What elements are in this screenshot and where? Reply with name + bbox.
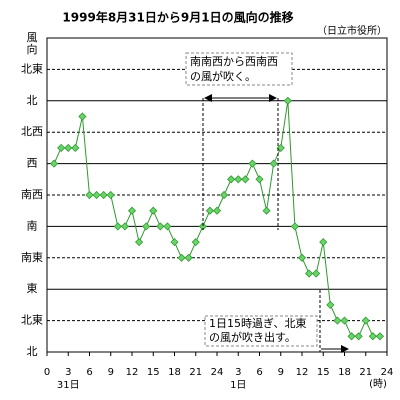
data-point (227, 175, 236, 184)
x-tick-label: 3 (65, 367, 71, 378)
annotation-text: の風が吹き出す。 (209, 330, 296, 344)
annotation-box (185, 52, 293, 86)
data-point (248, 159, 257, 168)
x-tick-label: 15 (147, 367, 160, 378)
x-tick-label: 3 (235, 367, 241, 378)
y-tick-label: 南東 (21, 251, 43, 264)
data-point (113, 222, 122, 231)
annotation-text: 南南西から西南西 (190, 55, 278, 68)
data-point (205, 206, 214, 215)
data-point (50, 159, 59, 168)
data-point (290, 222, 299, 231)
y-tick-label: 北東 (21, 314, 43, 327)
annotation-text: の風が吹く。 (190, 69, 256, 83)
x-tick-label: 12 (296, 367, 309, 378)
data-point (78, 112, 87, 121)
data-point (347, 332, 356, 341)
data-point (297, 253, 307, 262)
x-tick-label: 24 (211, 367, 224, 378)
annotation-text: 1日15時過ぎ、北東 (209, 316, 306, 330)
data-point (269, 159, 278, 168)
x-tick-label: 9 (108, 367, 114, 378)
data-point (354, 332, 363, 341)
data-point (241, 175, 250, 184)
data-point (361, 316, 370, 325)
data-point (326, 300, 335, 309)
x-tick-label: 18 (338, 367, 351, 378)
data-point (212, 206, 222, 215)
data-point (170, 238, 179, 247)
date-label: 1日 (230, 380, 246, 391)
data-point (142, 222, 151, 231)
data-point (368, 332, 377, 341)
y-tick-label: 北西 (21, 125, 43, 138)
data-point (234, 175, 243, 184)
x-tick-label: 9 (278, 367, 284, 378)
date-label: 31日 (57, 380, 80, 391)
data-point (220, 190, 229, 200)
data-point (305, 269, 314, 278)
data-point (85, 190, 94, 200)
x-tick-label: 6 (86, 367, 92, 378)
x-tick-label: 21 (189, 367, 202, 378)
data-point (135, 238, 144, 247)
data-point (106, 190, 115, 200)
data-point (163, 222, 172, 231)
annotation-box (204, 315, 318, 347)
x-axis-unit: (時) (369, 378, 387, 390)
y-axis-label: 風 (27, 31, 38, 44)
data-point (312, 269, 321, 278)
data-point (156, 222, 165, 231)
y-tick-label: 東 (27, 282, 38, 295)
data-point (191, 238, 200, 247)
y-axis-label: 向 (27, 42, 38, 56)
data-point (92, 190, 101, 200)
data-point (276, 143, 285, 152)
chart-subtitle: （日立市役所） (317, 24, 387, 37)
x-tick-label: 15 (317, 367, 330, 378)
data-point (120, 222, 129, 231)
data-point (255, 175, 264, 184)
data-point (262, 206, 271, 215)
y-tick-label: 南 (27, 219, 38, 232)
data-point (71, 143, 80, 152)
data-point (319, 238, 328, 247)
data-point (340, 316, 349, 325)
y-tick-label: 北 (27, 345, 38, 358)
x-tick-label: 0 (44, 367, 50, 378)
data-point (184, 253, 193, 262)
y-tick-label: 南西 (21, 188, 43, 201)
data-point (99, 190, 108, 200)
data-point (375, 332, 384, 341)
y-tick-label: 北東 (21, 62, 43, 75)
chart-title: 1999年8月31日から9月1日の風向の推移 (62, 10, 293, 25)
x-tick-label: 6 (256, 367, 262, 378)
x-tick-label: 21 (359, 367, 372, 378)
data-point (149, 206, 158, 215)
data-point (57, 143, 66, 152)
x-tick-label: 12 (126, 367, 139, 378)
x-tick-label: 18 (168, 367, 181, 378)
data-point (64, 143, 73, 152)
x-tick-label: 24 (381, 367, 394, 378)
data-point (127, 206, 137, 215)
data-point (283, 96, 292, 105)
data-point (333, 316, 342, 325)
data-point (177, 253, 186, 262)
series-line (53, 100, 380, 337)
y-tick-label: 北 (27, 94, 38, 107)
y-tick-label: 西 (27, 157, 38, 170)
